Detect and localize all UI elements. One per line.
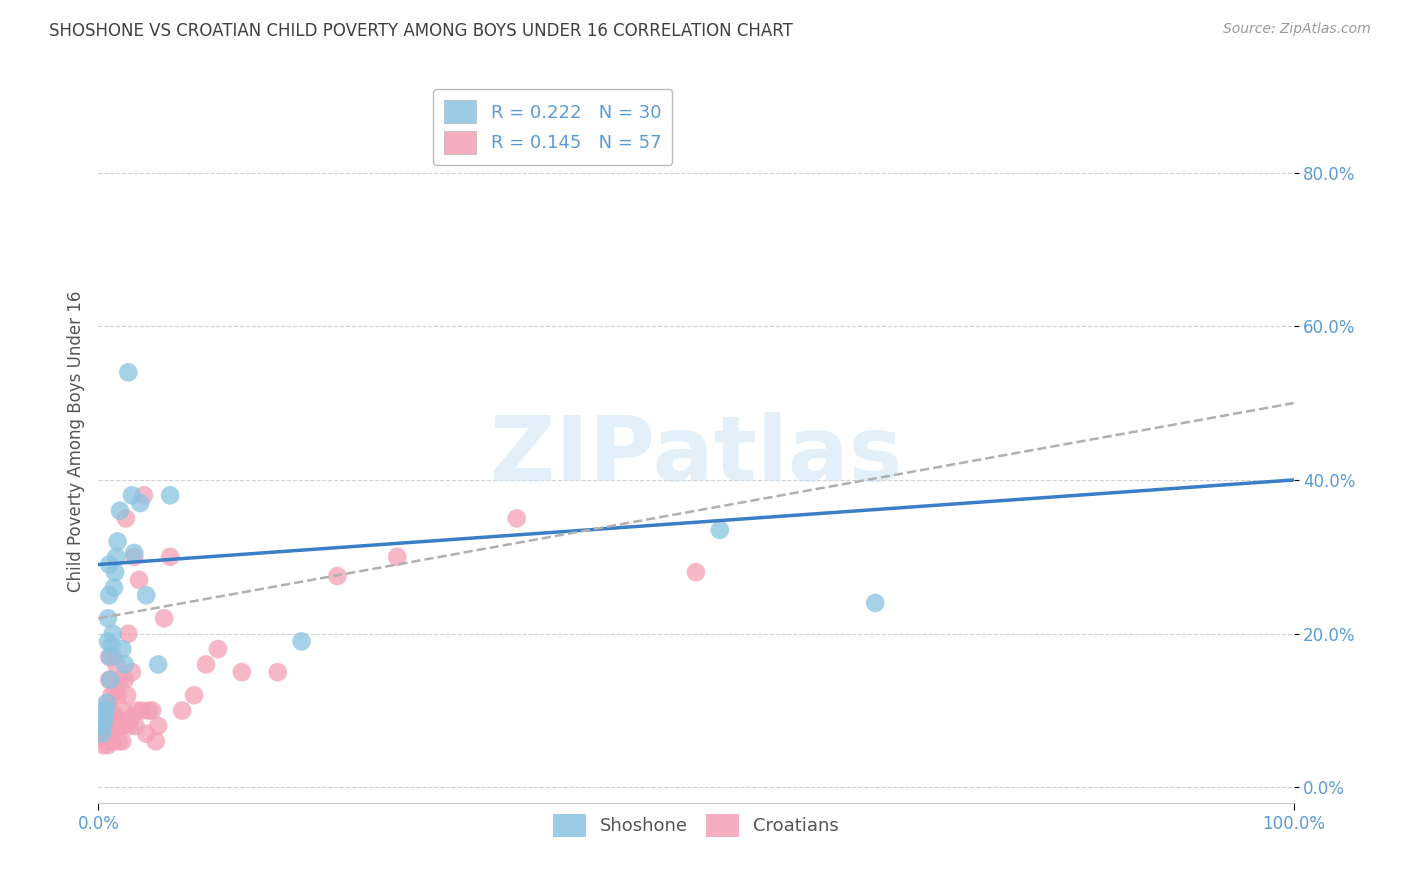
Point xyxy=(100,688,122,702)
Point xyxy=(107,688,129,702)
Point xyxy=(107,734,129,748)
Point xyxy=(865,596,887,610)
Point xyxy=(98,673,121,687)
Point xyxy=(101,626,124,640)
Point xyxy=(98,734,122,748)
Point xyxy=(231,665,253,680)
Point xyxy=(98,649,121,664)
Point xyxy=(141,704,163,718)
Point xyxy=(94,723,117,737)
Point xyxy=(125,704,148,718)
Point xyxy=(105,711,128,725)
Text: Source: ZipAtlas.com: Source: ZipAtlas.com xyxy=(1223,22,1371,37)
Point xyxy=(120,711,142,725)
Point xyxy=(105,549,128,564)
Point xyxy=(115,688,138,702)
Point xyxy=(105,657,128,672)
Point xyxy=(172,704,194,718)
Point xyxy=(128,573,150,587)
Point xyxy=(114,673,136,687)
Point xyxy=(135,726,157,740)
Point xyxy=(506,511,529,525)
Point xyxy=(111,734,134,748)
Text: ZIPatlas: ZIPatlas xyxy=(489,412,903,500)
Point xyxy=(121,488,143,502)
Point xyxy=(98,673,122,687)
Point xyxy=(148,657,170,672)
Point xyxy=(101,734,124,748)
Point xyxy=(207,642,229,657)
Legend: Shoshone, Croatians: Shoshone, Croatians xyxy=(546,806,846,845)
Y-axis label: Child Poverty Among Boys Under 16: Child Poverty Among Boys Under 16 xyxy=(66,291,84,592)
Point xyxy=(124,549,146,564)
Point xyxy=(103,581,125,595)
Text: SHOSHONE VS CROATIAN CHILD POVERTY AMONG BOYS UNDER 16 CORRELATION CHART: SHOSHONE VS CROATIAN CHILD POVERTY AMONG… xyxy=(49,22,793,40)
Point xyxy=(91,726,114,740)
Point xyxy=(98,649,122,664)
Point xyxy=(195,657,218,672)
Point xyxy=(183,688,205,702)
Point xyxy=(108,504,131,518)
Point xyxy=(111,642,134,657)
Point xyxy=(385,549,409,564)
Point xyxy=(104,565,127,579)
Point xyxy=(148,719,170,733)
Point xyxy=(326,569,349,583)
Point xyxy=(709,523,731,537)
Point xyxy=(115,511,138,525)
Point xyxy=(100,673,122,687)
Point xyxy=(103,707,125,722)
Point xyxy=(129,496,152,510)
Point xyxy=(98,719,122,733)
Point xyxy=(131,704,153,718)
Point xyxy=(138,704,160,718)
Point xyxy=(107,534,129,549)
Point xyxy=(112,704,135,718)
Point xyxy=(124,546,146,560)
Point xyxy=(685,565,707,579)
Point xyxy=(97,738,120,752)
Point xyxy=(159,549,181,564)
Point xyxy=(110,719,132,733)
Point xyxy=(97,611,120,625)
Point xyxy=(124,719,146,733)
Point xyxy=(96,696,118,710)
Point xyxy=(98,558,121,572)
Point xyxy=(111,719,134,733)
Point xyxy=(91,726,114,740)
Point xyxy=(101,649,124,664)
Point xyxy=(145,734,167,748)
Point xyxy=(94,704,117,718)
Point xyxy=(153,611,176,625)
Point xyxy=(96,704,118,718)
Point xyxy=(135,588,157,602)
Point xyxy=(118,719,141,733)
Point xyxy=(100,638,122,652)
Point xyxy=(121,665,143,680)
Point xyxy=(91,738,114,752)
Point xyxy=(291,634,314,648)
Point xyxy=(117,365,139,379)
Point xyxy=(97,696,120,710)
Point xyxy=(159,488,181,502)
Point xyxy=(132,488,155,502)
Point xyxy=(98,588,121,602)
Point xyxy=(104,684,127,698)
Point xyxy=(96,719,118,733)
Point xyxy=(108,673,131,687)
Point xyxy=(97,634,120,648)
Point xyxy=(91,719,114,733)
Point xyxy=(267,665,290,680)
Point xyxy=(93,711,115,725)
Point xyxy=(93,731,115,745)
Point xyxy=(117,626,139,640)
Point xyxy=(114,657,136,672)
